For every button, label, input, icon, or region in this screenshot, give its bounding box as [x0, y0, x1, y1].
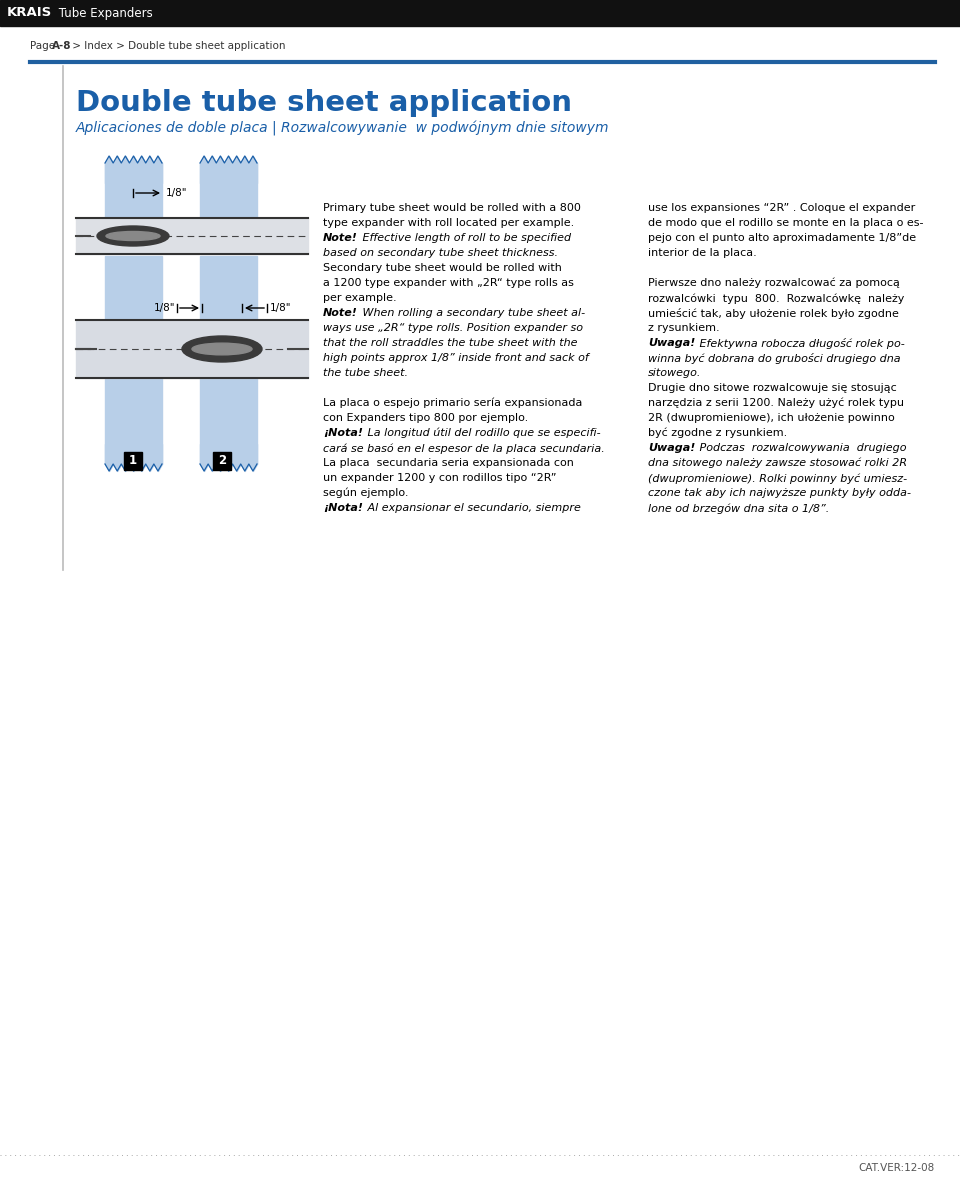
Text: cará se basó en el espesor de la placa secundaria.: cará se basó en el espesor de la placa s… — [323, 444, 605, 453]
Ellipse shape — [106, 231, 160, 241]
Bar — [0, 0, 960, 26]
Text: La longitud útil del rodillo que se especifi-: La longitud útil del rodillo que se espe… — [364, 428, 601, 439]
Text: según ejemplo.: según ejemplo. — [323, 487, 409, 498]
Text: La placa  secundaria seria expansionada con: La placa secundaria seria expansionada c… — [323, 458, 574, 468]
Text: Note!: Note! — [323, 308, 358, 318]
Bar — [105, 162, 162, 218]
Bar — [105, 256, 162, 320]
Text: 1/8": 1/8" — [270, 302, 292, 313]
Bar — [200, 378, 257, 464]
Text: lone od brzegów dna sita o 1/8”.: lone od brzegów dna sita o 1/8”. — [648, 503, 829, 514]
Text: sitowego.: sitowego. — [648, 368, 702, 378]
Text: > Index > Double tube sheet application: > Index > Double tube sheet application — [69, 42, 285, 51]
Text: pejo con el punto alto aproximadamente 1/8”de: pejo con el punto alto aproximadamente 1… — [648, 232, 916, 243]
Bar — [124, 452, 142, 470]
Text: the tube sheet.: the tube sheet. — [323, 368, 408, 378]
Text: 1/8": 1/8" — [166, 189, 187, 198]
Text: Page: Page — [30, 42, 59, 51]
Bar — [200, 162, 257, 218]
Text: 1: 1 — [129, 454, 137, 467]
Text: use los expansiones “2R” . Coloque el expander: use los expansiones “2R” . Coloque el ex… — [648, 203, 915, 213]
Text: Primary tube sheet would be rolled with a 800: Primary tube sheet would be rolled with … — [323, 203, 581, 213]
Text: a 1200 type expander with „2R“ type rolls as: a 1200 type expander with „2R“ type roll… — [323, 278, 574, 288]
Text: 2R (dwupromieniowe), ich ułożenie powinno: 2R (dwupromieniowe), ich ułożenie powinn… — [648, 413, 895, 423]
Ellipse shape — [97, 227, 169, 246]
Text: Tube Expanders: Tube Expanders — [55, 6, 153, 19]
Text: Al expansionar el secundario, siempre: Al expansionar el secundario, siempre — [364, 503, 581, 514]
Text: La placa o espejo primario sería expansionada: La placa o espejo primario sería expansi… — [323, 398, 583, 408]
Text: winna być dobrana do grubości drugiego dna: winna być dobrana do grubości drugiego d… — [648, 353, 900, 364]
Ellipse shape — [192, 343, 252, 355]
Text: un expander 1200 y con rodillos tipo “2R”: un expander 1200 y con rodillos tipo “2R… — [323, 473, 557, 483]
Text: Podczas  rozwalcowywania  drugiego: Podczas rozwalcowywania drugiego — [696, 444, 907, 453]
Text: 2: 2 — [218, 454, 226, 467]
Text: ways use „2R“ type rolls. Position expander so: ways use „2R“ type rolls. Position expan… — [323, 323, 583, 333]
Text: con Expanders tipo 800 por ejemplo.: con Expanders tipo 800 por ejemplo. — [323, 413, 528, 423]
Text: Efektywna robocza długość rolek po-: Efektywna robocza długość rolek po- — [696, 338, 905, 349]
Text: Pierwsze dno należy rozwalcować za pomocą: Pierwsze dno należy rozwalcować za pomoc… — [648, 278, 900, 288]
Text: dna sitowego należy zawsze stosować rolki 2R: dna sitowego należy zawsze stosować rolk… — [648, 458, 907, 468]
Bar — [76, 320, 308, 378]
Text: Drugie dno sitowe rozwalcowuje się stosując: Drugie dno sitowe rozwalcowuje się stosu… — [648, 383, 897, 393]
Text: rozwalcówki  typu  800.  Rozwalcówkę  należy: rozwalcówki typu 800. Rozwalcówkę należy — [648, 293, 904, 304]
Text: ¡Nota!: ¡Nota! — [323, 428, 363, 438]
Bar — [105, 378, 162, 464]
Text: type expander with roll located per example.: type expander with roll located per exam… — [323, 218, 574, 228]
Bar — [76, 218, 308, 254]
Text: z rysunkiem.: z rysunkiem. — [648, 323, 720, 333]
Text: być zgodne z rysunkiem.: być zgodne z rysunkiem. — [648, 428, 787, 439]
Text: de modo que el rodillo se monte en la placa o es-: de modo que el rodillo se monte en la pl… — [648, 218, 924, 228]
Text: based on secondary tube sheet thickness.: based on secondary tube sheet thickness. — [323, 248, 558, 259]
Text: KRAIS: KRAIS — [7, 6, 52, 19]
Text: (dwupromieniowe). Rolki powinny być umiesz-: (dwupromieniowe). Rolki powinny być umie… — [648, 473, 907, 484]
Text: CAT.VER:12-08: CAT.VER:12-08 — [859, 1163, 935, 1173]
Text: 1/8": 1/8" — [154, 302, 175, 313]
Bar — [200, 256, 257, 320]
Text: czone tak aby ich najwyższe punkty były odda-: czone tak aby ich najwyższe punkty były … — [648, 487, 911, 498]
Text: When rolling a secondary tube sheet al-: When rolling a secondary tube sheet al- — [359, 308, 585, 318]
Text: Uwaga!: Uwaga! — [648, 338, 695, 347]
Text: Aplicaciones de doble placa | Rozwalcowywanie  w podwójnym dnie sitowym: Aplicaciones de doble placa | Rozwalcowy… — [76, 121, 610, 135]
Text: Secondary tube sheet would be rolled with: Secondary tube sheet would be rolled wit… — [323, 263, 562, 273]
Bar — [213, 452, 231, 470]
Text: interior de la placa.: interior de la placa. — [648, 248, 756, 259]
Text: Effective length of roll to be specified: Effective length of roll to be specified — [359, 232, 571, 243]
Text: umieścić tak, aby ułożenie rolek było zgodne: umieścić tak, aby ułożenie rolek było zg… — [648, 308, 899, 319]
Text: narzędzia z serii 1200. Należy użyć rolek typu: narzędzia z serii 1200. Należy użyć role… — [648, 398, 904, 408]
Text: ¡Nota!: ¡Nota! — [323, 503, 363, 514]
Text: high points approx 1/8” inside front and sack of: high points approx 1/8” inside front and… — [323, 353, 588, 363]
Ellipse shape — [182, 336, 262, 362]
Text: Double tube sheet application: Double tube sheet application — [76, 89, 572, 117]
Text: per example.: per example. — [323, 293, 396, 302]
Text: that the roll straddles the tube sheet with the: that the roll straddles the tube sheet w… — [323, 338, 578, 347]
Text: Uwaga!: Uwaga! — [648, 444, 695, 453]
Text: Note!: Note! — [323, 232, 358, 243]
Text: A-8: A-8 — [52, 42, 71, 51]
